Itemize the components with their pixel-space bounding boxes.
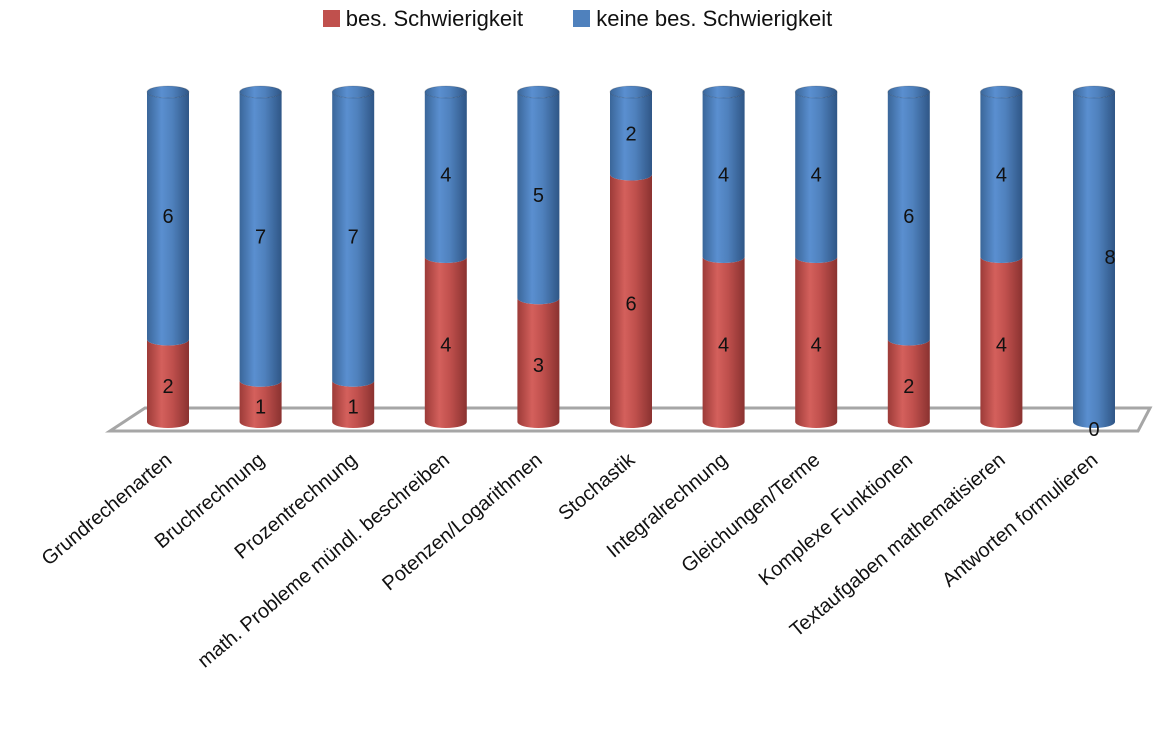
bar-keine-bes-schwierigkeit-11 bbox=[1072, 85, 1116, 428]
bar-keine-bes-schwierigkeit-9 bbox=[887, 85, 931, 346]
bar-keine-bes-schwierigkeit-10-cap bbox=[979, 85, 1023, 99]
bar-bes-schwierigkeit-8-body bbox=[795, 257, 838, 428]
legend-swatch-red bbox=[322, 10, 340, 27]
bar-keine-bes-schwierigkeit-7-cap bbox=[702, 85, 746, 99]
bar-keine-bes-schwierigkeit-9-body bbox=[887, 92, 930, 346]
bar-keine-bes-schwierigkeit-11-cap bbox=[1072, 85, 1116, 99]
bar-bes-schwierigkeit-4 bbox=[424, 257, 467, 428]
data-label-red-4: 4 bbox=[440, 335, 451, 357]
category-label-11: Antworten formulieren bbox=[938, 449, 1102, 592]
bar-keine-bes-schwierigkeit-2-cap bbox=[239, 85, 283, 99]
bar-keine-bes-schwierigkeit-3-body bbox=[332, 92, 375, 387]
data-label-blue-8: 4 bbox=[811, 165, 822, 187]
data-label-blue-7: 4 bbox=[718, 165, 729, 187]
bar-keine-bes-schwierigkeit-4-cap bbox=[424, 85, 468, 99]
data-label-red-7: 4 bbox=[718, 335, 729, 357]
legend-swatch-blue bbox=[573, 10, 591, 27]
bar-keine-bes-schwierigkeit-5-cap bbox=[516, 85, 560, 99]
legend-label: keine bes. Schwierigkeit bbox=[596, 6, 833, 31]
data-label-blue-3: 7 bbox=[348, 226, 359, 248]
data-label-red-1: 2 bbox=[162, 376, 173, 398]
data-label-red-11: 0 bbox=[1088, 419, 1099, 441]
bar-keine-bes-schwierigkeit-8-body bbox=[795, 92, 838, 263]
category-label-1: Grundrechenarten bbox=[38, 449, 176, 570]
bar-bes-schwierigkeit-1 bbox=[147, 339, 189, 428]
bar-keine-bes-schwierigkeit-10-body bbox=[980, 92, 1023, 263]
bar-bes-schwierigkeit-2 bbox=[239, 380, 282, 428]
legend-item-keine-bes-schwierigkeit: keine bes. Schwierigkeit bbox=[573, 6, 832, 32]
bar-bes-schwierigkeit-9 bbox=[887, 339, 930, 428]
bar-bes-schwierigkeit-4-body bbox=[424, 257, 467, 428]
bar-keine-bes-schwierigkeit-1 bbox=[146, 85, 190, 346]
bar-bes-schwierigkeit-7 bbox=[702, 257, 745, 428]
bar-keine-bes-schwierigkeit-3 bbox=[331, 85, 375, 387]
bar-keine-bes-schwierigkeit-10 bbox=[979, 85, 1023, 263]
bar-keine-bes-schwierigkeit-1-cap bbox=[146, 85, 190, 99]
data-label-red-6: 6 bbox=[625, 293, 636, 315]
legend-item-bes-schwierigkeit: bes. Schwierigkeit bbox=[322, 6, 524, 32]
bar-keine-bes-schwierigkeit-7 bbox=[702, 85, 746, 263]
bar-keine-bes-schwierigkeit-2 bbox=[239, 85, 283, 387]
bar-bes-schwierigkeit-10-body bbox=[980, 257, 1023, 428]
bar-bes-schwierigkeit-7-body bbox=[702, 257, 745, 428]
bar-bes-schwierigkeit-5 bbox=[517, 298, 560, 428]
bar-keine-bes-schwierigkeit-8 bbox=[794, 85, 838, 263]
legend-label: bes. Schwierigkeit bbox=[345, 6, 524, 31]
bar-keine-bes-schwierigkeit-9-cap bbox=[887, 85, 931, 99]
bar-keine-bes-schwierigkeit-4-body bbox=[424, 92, 467, 263]
bar-bes-schwierigkeit-3-body bbox=[332, 380, 375, 428]
data-label-blue-4: 4 bbox=[440, 165, 451, 187]
bar-bes-schwierigkeit-1-body bbox=[147, 339, 189, 428]
bar-bes-schwierigkeit-10 bbox=[980, 257, 1023, 428]
bar-keine-bes-schwierigkeit-11-body bbox=[1073, 92, 1115, 428]
data-label-red-10: 4 bbox=[996, 335, 1007, 357]
bar-bes-schwierigkeit-6 bbox=[610, 174, 652, 428]
data-label-red-2: 1 bbox=[255, 396, 266, 418]
data-label-blue-11: 8 bbox=[1104, 247, 1115, 269]
data-label-red-5: 3 bbox=[533, 355, 544, 377]
bar-keine-bes-schwierigkeit-6-body bbox=[610, 92, 652, 181]
chart-legend: bes. Schwierigkeit keine bes. Schwierigk… bbox=[0, 6, 1155, 32]
bar-keine-bes-schwierigkeit-6-cap bbox=[609, 85, 653, 99]
bar-keine-bes-schwierigkeit-1-body bbox=[147, 92, 189, 346]
category-label-9: Komplexe Funktionen bbox=[755, 449, 917, 590]
data-label-blue-6: 2 bbox=[625, 123, 636, 145]
bar-keine-bes-schwierigkeit-7-body bbox=[702, 92, 745, 263]
bar-bes-schwierigkeit-5-body bbox=[517, 298, 560, 428]
data-label-blue-1: 6 bbox=[162, 206, 173, 228]
bar-bes-schwierigkeit-3 bbox=[332, 380, 375, 428]
data-label-red-3: 1 bbox=[348, 396, 359, 418]
bar-keine-bes-schwierigkeit-5 bbox=[516, 85, 560, 305]
category-label-6: Stochastik bbox=[554, 448, 640, 525]
bar-keine-bes-schwierigkeit-5-body bbox=[517, 92, 560, 305]
bar-bes-schwierigkeit-2-body bbox=[239, 380, 282, 428]
bar-bes-schwierigkeit-9-body bbox=[887, 339, 930, 428]
bar-bes-schwierigkeit-6-body bbox=[610, 174, 652, 428]
category-label-5: Potenzen/Logarithmen bbox=[378, 449, 546, 595]
bar-keine-bes-schwierigkeit-4 bbox=[424, 85, 468, 263]
bar-keine-bes-schwierigkeit-3-cap bbox=[331, 85, 375, 99]
bar-bes-schwierigkeit-8 bbox=[795, 257, 838, 428]
bar-keine-bes-schwierigkeit-2-body bbox=[239, 92, 282, 387]
data-label-blue-5: 5 bbox=[533, 185, 544, 207]
data-label-blue-10: 4 bbox=[996, 165, 1007, 187]
data-label-blue-2: 7 bbox=[255, 226, 266, 248]
data-label-red-8: 4 bbox=[811, 335, 822, 357]
bar-keine-bes-schwierigkeit-6 bbox=[609, 85, 653, 181]
bar-keine-bes-schwierigkeit-8-cap bbox=[794, 85, 838, 99]
data-label-red-9: 2 bbox=[903, 376, 914, 398]
data-label-blue-9: 6 bbox=[903, 206, 914, 228]
